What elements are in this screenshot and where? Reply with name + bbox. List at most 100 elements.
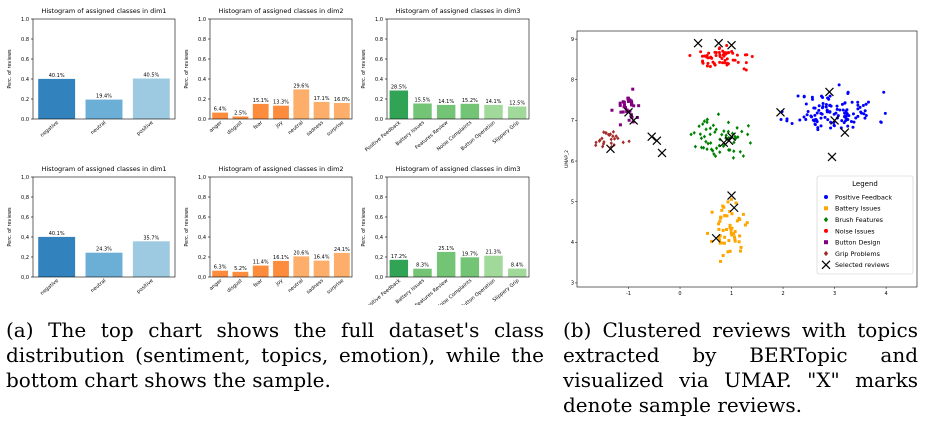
- bar-surprise: [333, 103, 350, 119]
- data-point: [692, 130, 696, 135]
- bar-value-label: 15.1%: [253, 98, 269, 104]
- legend: Legend Positive Feedback Battery Issues Bru…: [816, 175, 914, 275]
- y-tick-label: 1.0: [198, 17, 206, 23]
- bar-value-label: 6.3%: [214, 265, 227, 271]
- data-point: [843, 111, 847, 115]
- x-tick-label: sadness: [305, 278, 325, 296]
- data-point: [630, 115, 634, 119]
- y-tick-label: 0.4: [21, 77, 29, 83]
- data-point: [704, 127, 708, 132]
- bar-sadness: [313, 260, 330, 277]
- panel-title: Histogram of assigned classes in dim1: [41, 165, 166, 173]
- bar-value-label: 16.0%: [334, 97, 350, 103]
- data-point: [743, 223, 747, 227]
- data-point: [726, 250, 730, 254]
- y-tick-label: 0.4: [198, 77, 206, 83]
- y-axis-label: Perc. of reviews: [361, 49, 367, 89]
- data-point: [750, 54, 754, 58]
- data-point: [748, 141, 753, 145]
- data-point: [722, 241, 726, 245]
- x-tick-label: -1: [626, 291, 631, 297]
- selected-review-marker: [727, 132, 736, 142]
- bar-fear: [252, 265, 269, 277]
- series-selected-reviews: [606, 38, 850, 243]
- selected-review-marker: [624, 107, 633, 117]
- data-point: [843, 101, 847, 105]
- data-point: [693, 144, 698, 149]
- y-tick-label: 4: [571, 240, 574, 246]
- data-point: [851, 125, 855, 129]
- data-point: [829, 104, 833, 108]
- data-point: [718, 219, 722, 223]
- data-point: [729, 197, 733, 201]
- x-tick-label: negative: [39, 120, 60, 139]
- data-point: [689, 132, 693, 137]
- x-tick-label: fear: [253, 277, 265, 289]
- data-point: [705, 231, 709, 235]
- data-point: [722, 205, 726, 209]
- data-point: [721, 144, 726, 149]
- x-tick-label: surprise: [326, 120, 345, 138]
- data-point: [716, 112, 721, 117]
- data-point: [731, 155, 736, 160]
- data-point: [859, 110, 863, 114]
- data-point: [861, 104, 865, 108]
- bar-disgust: [232, 116, 249, 119]
- data-point: [813, 113, 817, 117]
- y-tick-label: 1.0: [21, 17, 29, 23]
- legend-label: Brush Features: [835, 216, 884, 224]
- selected-review-marker: [840, 128, 850, 138]
- series-noise-issues: [688, 43, 754, 72]
- data-point: [856, 103, 860, 107]
- data-point: [730, 233, 734, 237]
- series-positive-feedback: [779, 83, 887, 132]
- data-point: [720, 61, 724, 65]
- data-point: [704, 139, 708, 144]
- bar-value-label: 35.7%: [143, 235, 159, 241]
- data-point: [733, 134, 737, 139]
- bar-disgust: [232, 271, 249, 277]
- bar-value-label: 2.5%: [234, 111, 247, 117]
- data-point: [600, 136, 604, 141]
- data-point: [719, 241, 723, 245]
- bar-neutral: [293, 89, 310, 119]
- y-tick-label: 8: [571, 78, 574, 84]
- data-point: [829, 126, 833, 130]
- data-point: [819, 116, 823, 120]
- data-point: [736, 60, 740, 64]
- data-point: [728, 223, 732, 227]
- data-point: [625, 110, 629, 114]
- y-tick-label: 0,2: [375, 255, 383, 261]
- data-point: [746, 132, 750, 137]
- data-point: [594, 143, 598, 148]
- selected-review-marker: [652, 136, 662, 146]
- data-point: [721, 254, 725, 258]
- data-point: [835, 107, 839, 111]
- data-point: [821, 102, 825, 106]
- data-point: [733, 230, 737, 234]
- data-point: [614, 134, 618, 139]
- x-tick-label: anger: [208, 277, 224, 292]
- data-point: [726, 129, 731, 134]
- histogram-panel-5: Histogram of assigned classes in dim2 Per…: [184, 165, 353, 296]
- y-tick-label: 0.6: [375, 57, 383, 63]
- data-point: [725, 43, 729, 47]
- data-point: [796, 94, 800, 98]
- y-tick-label: 0.2: [21, 97, 29, 103]
- histogram-panel-2: Histogram of assigned classes in dim2 Per…: [184, 7, 353, 138]
- selected-review-marker: [714, 38, 724, 48]
- data-point: [699, 50, 703, 54]
- data-point: [700, 54, 704, 58]
- data-point: [823, 115, 827, 119]
- data-point: [729, 228, 733, 232]
- y-tick-label: 5: [571, 199, 574, 205]
- legend-label: Grip Problems: [835, 250, 881, 258]
- y-tick-label: 0.6: [21, 57, 29, 63]
- data-point: [849, 120, 853, 124]
- y-tick-label: 0.8: [198, 37, 206, 43]
- y-tick-label: 9: [571, 37, 574, 43]
- data-point: [745, 221, 749, 225]
- legend-label: Battery Issues: [835, 205, 881, 213]
- data-point: [779, 117, 783, 121]
- data-point: [711, 123, 716, 128]
